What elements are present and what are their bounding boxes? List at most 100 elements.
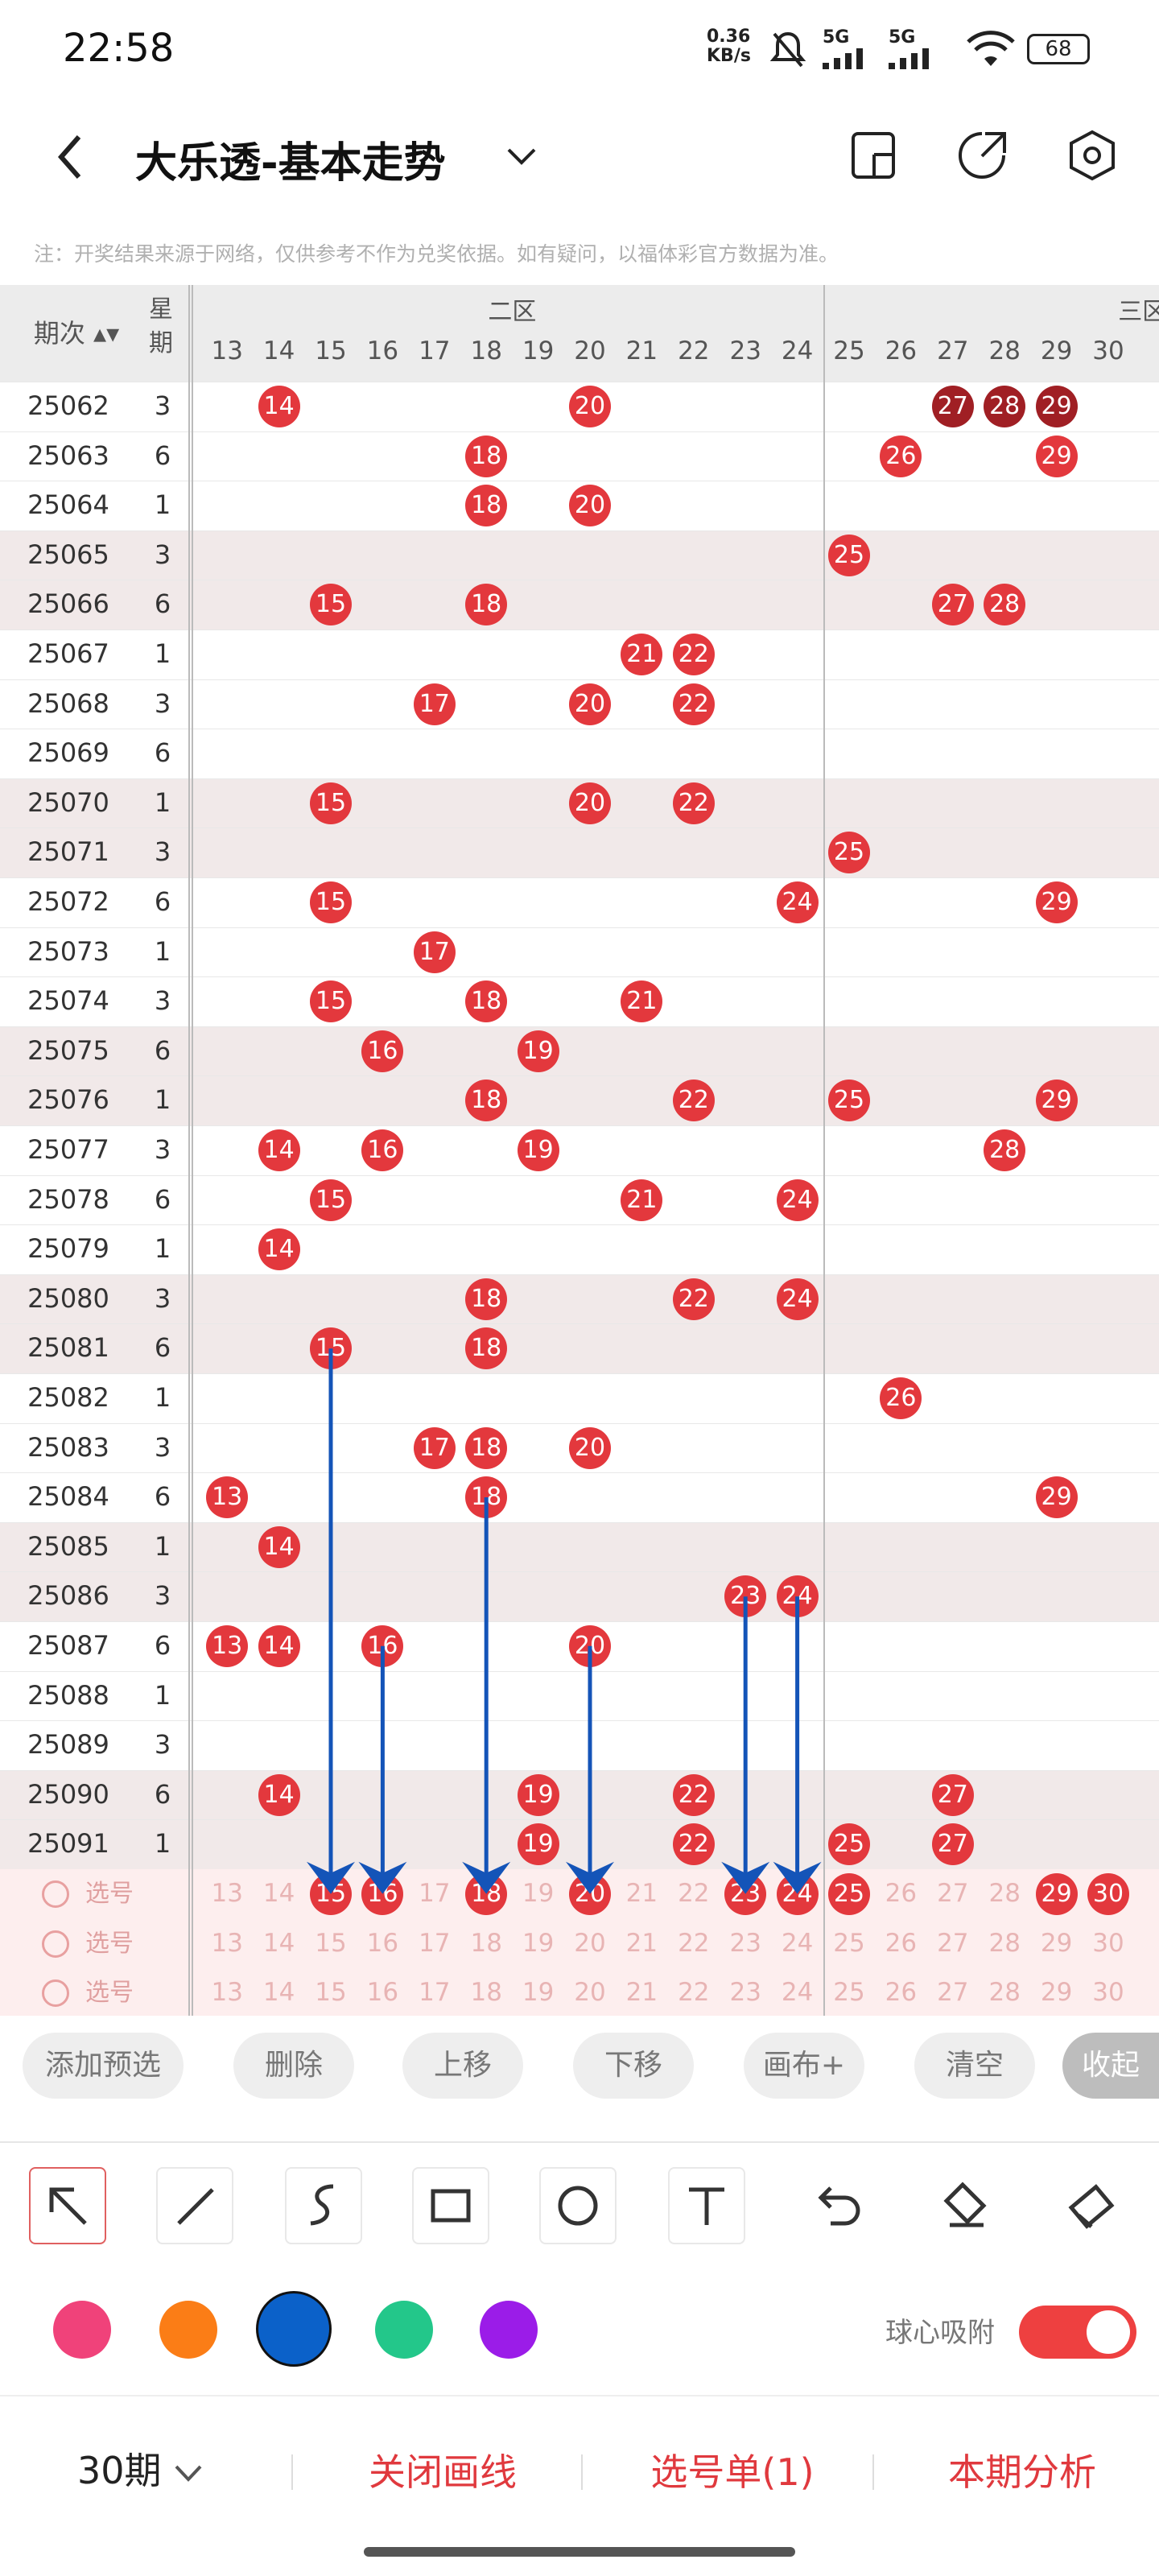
select-number[interactable]: 26 <box>885 1978 918 2008</box>
select-radio[interactable] <box>42 1880 69 1908</box>
hit-ball[interactable]: 18 <box>460 1323 512 1373</box>
hit-ball[interactable]: 25 <box>823 828 875 877</box>
trend-table[interactable]: 期次 ▴▾ 星期 二区 三区 13 14 15 16 17 18 19 20 21 22 23 24 25 26 2… <box>0 285 1159 2016</box>
select-number[interactable]: 21 <box>625 1978 658 2008</box>
hit-ball[interactable]: 20 <box>564 1423 616 1473</box>
eraser-icon[interactable] <box>926 2167 1003 2244</box>
hit-ball[interactable]: 28 <box>979 580 1030 630</box>
hit-ball[interactable]: 21 <box>616 976 667 1026</box>
select-number[interactable]: 17 <box>419 1879 451 1908</box>
hit-ball[interactable]: 29 <box>1030 382 1082 431</box>
hit-ball[interactable]: 14 <box>253 1621 304 1671</box>
select-number[interactable]: 30 <box>1092 1978 1124 2008</box>
select-number[interactable]: 21 <box>625 1928 658 1958</box>
select-number[interactable]: 29 <box>1040 1978 1073 2008</box>
hit-ball[interactable]: 29 <box>1030 877 1082 927</box>
hit-ball[interactable]: 22 <box>668 630 720 679</box>
select-number[interactable]: 27 <box>937 1879 969 1908</box>
hit-ball[interactable]: 18 <box>460 1472 512 1522</box>
hit-ball[interactable]: 25 <box>823 1819 875 1869</box>
select-number[interactable]: 19 <box>522 1978 555 2008</box>
hit-ball[interactable]: 24 <box>771 1175 823 1225</box>
select-number[interactable]: 18 <box>470 1978 502 2008</box>
hit-ball[interactable]: 13 <box>201 1472 253 1522</box>
undo-icon[interactable] <box>798 2167 876 2244</box>
add-preselect-button[interactable]: 添加预选 <box>23 2033 184 2099</box>
select-number[interactable]: 25 <box>833 1928 865 1958</box>
hit-ball[interactable]: 22 <box>668 1770 720 1820</box>
hit-ball[interactable]: 19 <box>512 1125 563 1175</box>
page-title[interactable]: 大乐透-基本走势 <box>135 139 446 188</box>
select-number[interactable]: 26 <box>885 1928 918 1958</box>
close-drawing-button[interactable]: 关闭画线 <box>369 2450 517 2494</box>
hit-ball[interactable]: 22 <box>668 679 720 729</box>
hit-ball[interactable]: 21 <box>616 1175 667 1225</box>
selected-ball[interactable]: 15 <box>305 1869 357 1919</box>
hit-ball[interactable]: 18 <box>460 976 512 1026</box>
select-number[interactable]: 20 <box>574 1978 606 2008</box>
clear-canvas-icon[interactable] <box>1053 2167 1130 2244</box>
hit-ball[interactable]: 27 <box>927 1819 979 1869</box>
hit-ball[interactable]: 19 <box>512 1026 563 1076</box>
text-tool[interactable] <box>668 2167 745 2244</box>
hit-ball[interactable]: 18 <box>460 1274 512 1324</box>
select-number[interactable]: 22 <box>678 1879 710 1908</box>
select-number[interactable]: 13 <box>211 1978 243 2008</box>
selected-ball[interactable]: 20 <box>564 1869 616 1919</box>
select-number[interactable]: 22 <box>678 1928 710 1958</box>
hit-ball[interactable]: 17 <box>409 679 460 729</box>
hit-ball[interactable]: 18 <box>460 1075 512 1125</box>
circle-tool[interactable] <box>539 2167 617 2244</box>
select-number[interactable]: 15 <box>315 1978 347 2008</box>
hit-ball[interactable]: 16 <box>357 1125 408 1175</box>
select-number[interactable]: 24 <box>781 1978 814 2008</box>
hit-ball[interactable]: 15 <box>305 580 357 630</box>
select-number[interactable]: 25 <box>833 1978 865 2008</box>
hit-ball[interactable]: 27 <box>927 580 979 630</box>
phone-layout-icon[interactable] <box>845 127 901 184</box>
hit-ball[interactable]: 14 <box>253 382 304 431</box>
hit-ball[interactable]: 17 <box>409 927 460 977</box>
collapse-button[interactable]: 收起 <box>1062 2033 1159 2099</box>
select-number[interactable]: 14 <box>262 1978 295 2008</box>
select-number[interactable]: 17 <box>419 1928 451 1958</box>
hit-ball[interactable]: 29 <box>1030 1472 1082 1522</box>
color-pink[interactable] <box>53 2301 111 2359</box>
move-down-button[interactable]: 下移 <box>573 2033 694 2099</box>
select-number[interactable]: 23 <box>729 1978 761 2008</box>
hit-ball[interactable]: 20 <box>564 382 616 431</box>
hit-ball[interactable]: 28 <box>979 382 1030 431</box>
hit-ball[interactable]: 15 <box>305 976 357 1026</box>
select-number[interactable]: 18 <box>470 1928 502 1958</box>
period-selector[interactable]: 30期 <box>77 2442 204 2495</box>
hit-ball[interactable]: 26 <box>875 1373 926 1423</box>
color-purple[interactable] <box>480 2301 538 2359</box>
curve-tool[interactable] <box>285 2167 362 2244</box>
back-icon[interactable] <box>47 129 95 185</box>
select-number[interactable]: 20 <box>574 1928 606 1958</box>
settings-icon[interactable] <box>1064 127 1120 184</box>
hit-ball[interactable]: 16 <box>357 1026 408 1076</box>
select-number[interactable]: 27 <box>937 1928 969 1958</box>
current-analysis-button[interactable]: 本期分析 <box>948 2450 1096 2494</box>
select-number[interactable]: 21 <box>625 1879 658 1908</box>
hit-ball[interactable]: 22 <box>668 1819 720 1869</box>
hit-ball[interactable]: 18 <box>460 580 512 630</box>
hit-ball[interactable]: 26 <box>875 431 926 481</box>
hit-ball[interactable]: 22 <box>668 1274 720 1324</box>
hit-ball[interactable]: 19 <box>512 1770 563 1820</box>
select-number[interactable]: 26 <box>885 1879 918 1908</box>
hit-ball[interactable]: 14 <box>253 1224 304 1274</box>
hit-ball[interactable]: 24 <box>771 1571 823 1621</box>
hit-ball[interactable]: 15 <box>305 1323 357 1373</box>
hit-ball[interactable]: 14 <box>253 1125 304 1175</box>
canvas-add-button[interactable]: 画布+ <box>744 2033 864 2099</box>
selected-ball[interactable]: 29 <box>1030 1869 1082 1919</box>
snap-toggle[interactable] <box>1019 2306 1136 2359</box>
select-number[interactable]: 29 <box>1040 1928 1073 1958</box>
select-number[interactable]: 14 <box>262 1879 295 1908</box>
line-tool[interactable] <box>156 2167 233 2244</box>
hit-ball[interactable]: 14 <box>253 1770 304 1820</box>
select-number[interactable]: 15 <box>315 1928 347 1958</box>
select-number[interactable]: 14 <box>262 1928 295 1958</box>
